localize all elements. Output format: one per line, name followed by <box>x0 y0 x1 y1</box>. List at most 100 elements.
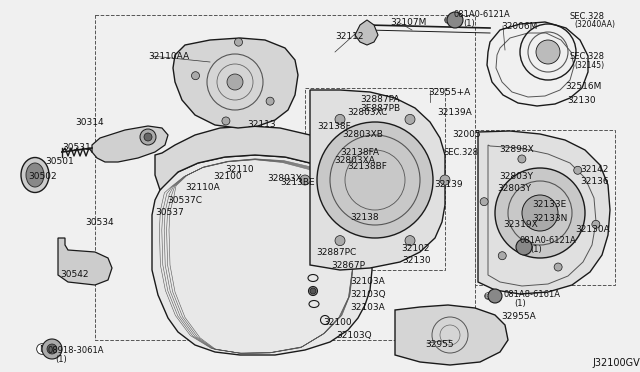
Text: 32887PA: 32887PA <box>360 95 399 104</box>
Circle shape <box>140 129 156 145</box>
Circle shape <box>47 344 57 354</box>
Circle shape <box>227 74 243 90</box>
Text: 32005: 32005 <box>452 130 481 139</box>
Bar <box>475 130 615 285</box>
Circle shape <box>191 72 200 80</box>
Circle shape <box>266 97 274 105</box>
Polygon shape <box>310 90 445 270</box>
Ellipse shape <box>26 163 44 187</box>
Polygon shape <box>155 126 360 195</box>
Ellipse shape <box>21 157 49 192</box>
Circle shape <box>488 289 502 303</box>
Text: 32138F: 32138F <box>317 122 351 131</box>
Text: (1): (1) <box>530 245 541 254</box>
Text: SEC.328: SEC.328 <box>570 12 605 21</box>
Circle shape <box>536 40 560 64</box>
Text: 32130: 32130 <box>402 256 431 265</box>
Circle shape <box>405 114 415 124</box>
Text: 32113: 32113 <box>247 120 276 129</box>
Text: 30531: 30531 <box>62 143 91 152</box>
Text: (1): (1) <box>55 355 67 364</box>
Text: B: B <box>515 244 520 250</box>
Text: 32803Y: 32803Y <box>497 184 531 193</box>
Circle shape <box>317 122 433 238</box>
Text: 32139: 32139 <box>434 180 463 189</box>
Circle shape <box>310 288 316 294</box>
Text: N: N <box>39 344 45 353</box>
Text: (32040AA): (32040AA) <box>574 20 615 29</box>
Text: 30314: 30314 <box>75 118 104 127</box>
Circle shape <box>495 168 585 258</box>
Text: 30534: 30534 <box>85 218 114 227</box>
Text: 32955+A: 32955+A <box>428 88 470 97</box>
Circle shape <box>42 339 62 359</box>
Text: 3213BE: 3213BE <box>280 178 315 187</box>
Text: 32130: 32130 <box>567 96 596 105</box>
Text: 32006M: 32006M <box>501 22 538 31</box>
Text: (1): (1) <box>514 299 525 308</box>
Text: 32110AA: 32110AA <box>148 52 189 61</box>
Circle shape <box>440 175 450 185</box>
Text: 32138BF: 32138BF <box>347 162 387 171</box>
Text: B: B <box>486 293 490 299</box>
Text: 32133N: 32133N <box>532 214 568 223</box>
Polygon shape <box>478 131 610 294</box>
Text: 32102: 32102 <box>401 244 429 253</box>
Text: 32103Q: 32103Q <box>336 331 372 340</box>
Circle shape <box>222 117 230 125</box>
Circle shape <box>518 155 526 163</box>
Text: 30542: 30542 <box>60 270 88 279</box>
Text: 32803XC: 32803XC <box>347 108 387 117</box>
Circle shape <box>499 252 506 260</box>
Circle shape <box>447 12 463 28</box>
Text: 081A8-6161A: 081A8-6161A <box>504 290 561 299</box>
Text: 32112: 32112 <box>335 32 364 41</box>
Text: 32803X: 32803X <box>267 174 301 183</box>
Circle shape <box>592 220 600 228</box>
Circle shape <box>405 235 415 246</box>
Polygon shape <box>173 38 298 128</box>
Text: SEC.328: SEC.328 <box>570 52 605 61</box>
Text: 081A0-6121A: 081A0-6121A <box>520 236 577 245</box>
Text: 30537C: 30537C <box>167 196 202 205</box>
Circle shape <box>554 263 562 271</box>
Text: 32955A: 32955A <box>501 312 536 321</box>
Text: 081A0-6121A: 081A0-6121A <box>454 10 511 19</box>
Polygon shape <box>58 238 112 285</box>
Text: (1): (1) <box>463 19 475 28</box>
Text: 32138: 32138 <box>350 213 379 222</box>
Text: 08918-3061A: 08918-3061A <box>48 346 104 355</box>
Text: SEC.328: SEC.328 <box>444 148 479 157</box>
Text: 32100: 32100 <box>213 172 242 181</box>
Circle shape <box>573 166 582 174</box>
Text: J32100GV: J32100GV <box>592 358 640 368</box>
Text: B: B <box>445 17 451 23</box>
Text: 32136: 32136 <box>580 177 609 186</box>
Ellipse shape <box>308 286 317 295</box>
Polygon shape <box>395 305 508 365</box>
Text: 30537: 30537 <box>155 208 184 217</box>
Bar <box>95 15 475 340</box>
Polygon shape <box>355 20 378 45</box>
Text: 32138FA: 32138FA <box>340 148 379 157</box>
Circle shape <box>144 133 152 141</box>
Text: 32110: 32110 <box>225 165 253 174</box>
Text: 32107M: 32107M <box>390 18 426 27</box>
Polygon shape <box>152 155 372 355</box>
Text: 32955: 32955 <box>425 340 454 349</box>
Text: 32803XA: 32803XA <box>334 156 375 165</box>
Text: 32133E: 32133E <box>532 200 566 209</box>
Text: 32100: 32100 <box>323 318 351 327</box>
Text: 30501: 30501 <box>45 157 74 166</box>
Text: 32803Y: 32803Y <box>499 172 533 181</box>
Text: 32103A: 32103A <box>350 303 385 312</box>
Text: (32145): (32145) <box>574 61 604 70</box>
Circle shape <box>300 175 310 185</box>
Text: 32110A: 32110A <box>185 183 220 192</box>
Circle shape <box>480 198 488 206</box>
Text: 32516M: 32516M <box>565 82 602 91</box>
Text: 30502: 30502 <box>28 172 56 181</box>
Circle shape <box>335 235 345 246</box>
Text: 32103A: 32103A <box>350 277 385 286</box>
Text: 32130A: 32130A <box>575 225 610 234</box>
